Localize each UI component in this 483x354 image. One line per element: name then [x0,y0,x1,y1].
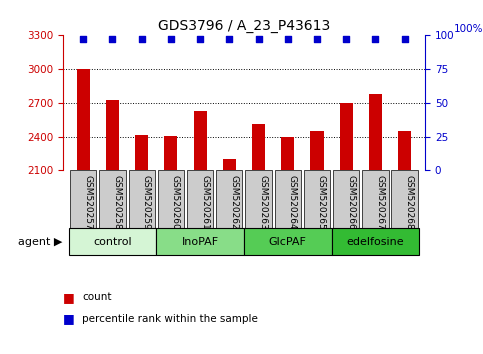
Text: GlcPAF: GlcPAF [269,236,307,247]
Point [138,36,145,42]
Bar [194,112,207,171]
FancyBboxPatch shape [156,228,244,255]
Point [313,36,321,42]
FancyBboxPatch shape [69,228,156,255]
Point [196,36,204,42]
Bar [281,137,294,171]
Text: 100%: 100% [454,24,483,34]
FancyBboxPatch shape [391,171,418,228]
Text: GSM520260: GSM520260 [171,175,180,230]
Point [284,36,292,42]
Text: GSM520266: GSM520266 [346,175,355,230]
Bar [135,135,148,171]
Bar [311,131,324,171]
Point [255,36,262,42]
Text: GSM520262: GSM520262 [229,175,238,230]
Point [79,36,87,42]
Bar [106,99,119,171]
Text: edelfosine: edelfosine [347,236,404,247]
FancyBboxPatch shape [245,171,271,228]
Text: ■: ■ [63,312,74,325]
Text: count: count [82,292,112,302]
FancyBboxPatch shape [331,228,419,255]
FancyBboxPatch shape [70,171,97,228]
FancyBboxPatch shape [333,171,359,228]
Bar [77,69,90,171]
Text: GSM520259: GSM520259 [142,175,151,230]
Point [109,36,116,42]
Text: GSM520261: GSM520261 [200,175,209,230]
Text: GSM520264: GSM520264 [288,175,297,230]
Text: GSM520265: GSM520265 [317,175,326,230]
Text: GSM520258: GSM520258 [113,175,121,230]
FancyBboxPatch shape [128,171,155,228]
FancyBboxPatch shape [99,171,126,228]
FancyBboxPatch shape [187,171,213,228]
Text: percentile rank within the sample: percentile rank within the sample [82,314,258,324]
Text: GSM520257: GSM520257 [83,175,92,230]
Text: GSM520263: GSM520263 [258,175,268,230]
Bar [164,136,177,171]
Bar [369,94,382,171]
Text: control: control [93,236,132,247]
Point [401,36,409,42]
FancyBboxPatch shape [158,171,184,228]
Bar [252,124,265,171]
FancyBboxPatch shape [244,228,331,255]
Text: ■: ■ [63,291,74,304]
Text: GSM520267: GSM520267 [375,175,384,230]
Bar [398,131,411,171]
Text: agent ▶: agent ▶ [18,236,63,247]
FancyBboxPatch shape [216,171,242,228]
Point [226,36,233,42]
Point [167,36,175,42]
FancyBboxPatch shape [304,171,330,228]
Point [371,36,379,42]
Text: GSM520268: GSM520268 [405,175,413,230]
Point [342,36,350,42]
Text: InoPAF: InoPAF [182,236,219,247]
FancyBboxPatch shape [362,171,388,228]
Bar [340,103,353,171]
Bar [223,159,236,171]
Title: GDS3796 / A_23_P43613: GDS3796 / A_23_P43613 [158,19,330,33]
FancyBboxPatch shape [275,171,301,228]
